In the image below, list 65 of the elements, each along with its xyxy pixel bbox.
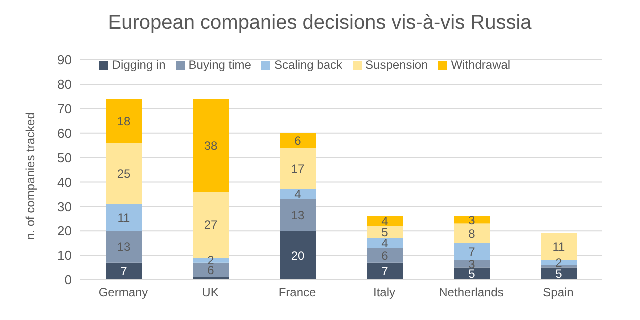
data-label: 13	[117, 240, 131, 254]
data-label: 5	[468, 267, 476, 282]
bar	[106, 231, 142, 263]
bar	[541, 234, 577, 260]
bar	[280, 133, 316, 148]
y-tick-label: 60	[58, 126, 72, 141]
bar	[454, 243, 490, 260]
chart-title: European companies decisions vis-à-vis Russia	[107, 11, 533, 36]
bar	[367, 226, 403, 238]
data-label: 6	[294, 134, 302, 148]
bar	[193, 262, 229, 278]
y-tick-label: 30	[58, 199, 72, 214]
data-label: 11	[118, 210, 131, 225]
bar	[106, 204, 142, 232]
legend-label: Suspension	[366, 58, 428, 72]
data-label: 7	[382, 264, 389, 279]
bar	[106, 262, 142, 280]
bar	[367, 262, 403, 280]
y-tick-label: 90	[58, 52, 72, 68]
bar	[106, 99, 142, 144]
data-label: 17	[291, 162, 305, 176]
x-tick-label: Spain	[543, 286, 574, 300]
bar	[454, 224, 490, 244]
data-label: 18	[117, 114, 131, 128]
bar	[280, 199, 316, 232]
data-label: 38	[204, 138, 218, 153]
x-tick-label: Germany	[98, 286, 148, 300]
bar	[193, 99, 229, 192]
y-tick-label: 80	[58, 77, 72, 92]
data-label: 11	[552, 240, 566, 254]
bar	[280, 148, 316, 190]
legend-label: Scaling back	[274, 58, 343, 72]
y-tick-label: 40	[58, 174, 72, 190]
data-label: 6	[208, 263, 215, 278]
data-label: 20	[291, 248, 305, 263]
x-tick-label: France	[278, 286, 316, 300]
x-tick-label: Italy	[373, 286, 396, 300]
y-axis-title: n. of companies tracked	[23, 112, 38, 240]
legend-label: Buying time	[188, 58, 252, 72]
y-tick-label: 50	[58, 150, 72, 166]
data-label: 6	[382, 248, 389, 263]
data-label: 7	[120, 264, 128, 279]
y-tick-label: 10	[58, 248, 72, 264]
bar	[541, 265, 577, 268]
bar	[193, 192, 229, 258]
y-tick-label: 70	[58, 102, 72, 117]
data-label: 7	[468, 245, 476, 260]
bar	[280, 231, 316, 280]
x-tick-label: Netherlands	[439, 286, 504, 300]
data-label: 4	[294, 188, 302, 202]
bar	[193, 258, 229, 263]
bar	[454, 260, 490, 268]
bar	[106, 143, 142, 204]
x-tick-label: UK	[202, 286, 219, 300]
bar	[280, 190, 316, 200]
data-label: 13	[291, 208, 305, 222]
y-tick-label: 0	[64, 272, 72, 288]
data-label: 8	[468, 226, 476, 241]
bar	[367, 248, 403, 263]
legend-label: Withdrawal	[451, 58, 511, 72]
data-label: 25	[117, 166, 131, 181]
y-tick-label: 20	[58, 224, 72, 239]
legend-label: Digging in	[112, 58, 166, 72]
bar	[541, 260, 577, 266]
data-label: 27	[204, 218, 218, 232]
